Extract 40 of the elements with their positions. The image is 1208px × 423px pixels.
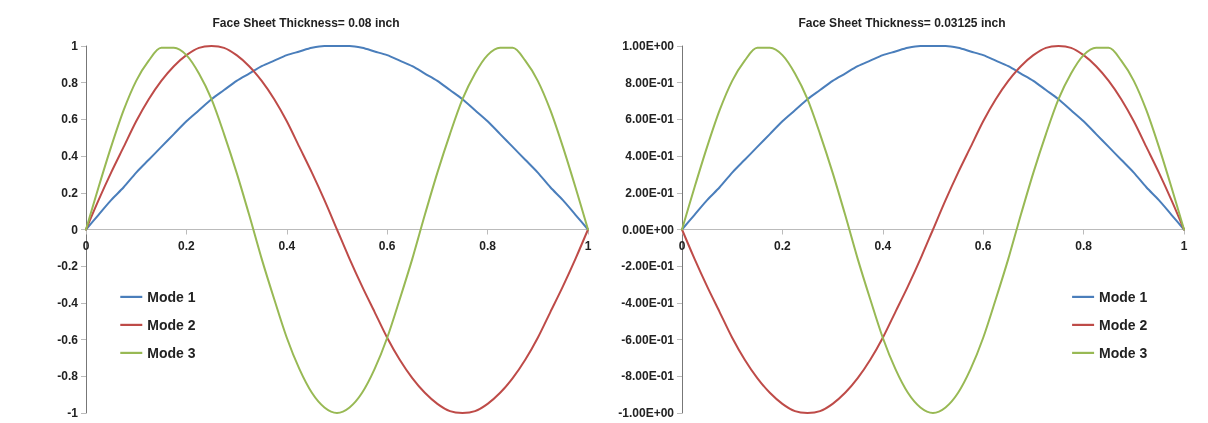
y-tick-label: 8.00E-01 — [625, 75, 675, 90]
x-tick-label: 0.4 — [874, 238, 892, 253]
y-tick-label: 0 — [71, 222, 79, 237]
x-tick-label: 0.2 — [178, 238, 196, 253]
chart-title: Face Sheet Thickness= 0.08 inch — [212, 16, 400, 30]
y-tick-label: -2.00E-01 — [621, 259, 675, 274]
legend-label: Mode 3 — [1099, 344, 1148, 361]
legend-label: Mode 2 — [1099, 316, 1148, 333]
y-tick-label: -0.8 — [57, 369, 79, 384]
chart-title: Face Sheet Thickness= 0.03125 inch — [798, 16, 1006, 30]
legend-label: Mode 3 — [147, 344, 196, 361]
x-tick-label: 0.4 — [278, 238, 296, 253]
x-tick-label: 0.2 — [774, 238, 792, 253]
y-tick-label: 1.00E+00 — [622, 39, 675, 53]
y-tick-label: 0.4 — [61, 149, 79, 164]
y-tick-label: 0.8 — [61, 75, 79, 90]
y-tick-label: 0.6 — [61, 112, 79, 127]
y-tick-label: 0.00E+00 — [622, 222, 675, 237]
y-tick-label: -8.00E-01 — [621, 369, 675, 384]
y-tick-label: -0.6 — [57, 332, 79, 347]
legend-label: Mode 1 — [1099, 288, 1148, 305]
x-tick-label: 1 — [584, 238, 592, 253]
y-tick-label: -6.00E-01 — [621, 332, 675, 347]
y-tick-label: -1 — [67, 406, 79, 420]
y-tick-label: 1 — [71, 39, 79, 53]
y-tick-label: 6.00E-01 — [625, 112, 675, 127]
y-tick-label: 0.2 — [61, 185, 79, 200]
y-tick-label: -0.4 — [57, 295, 79, 310]
legend-label: Mode 2 — [147, 316, 196, 333]
y-tick-label: -1.00E+00 — [618, 406, 675, 420]
x-tick-label: 0.6 — [378, 238, 396, 253]
y-tick-label: -0.2 — [57, 259, 79, 274]
legend-label: Mode 1 — [147, 288, 196, 305]
x-tick-label: 1 — [1180, 238, 1188, 253]
x-tick-label: 0.8 — [1075, 238, 1093, 253]
y-tick-label: 4.00E-01 — [625, 149, 675, 164]
y-tick-label: 2.00E-01 — [625, 185, 675, 200]
y-tick-label: -4.00E-01 — [621, 295, 675, 310]
x-tick-label: 0.6 — [974, 238, 992, 253]
x-tick-label: 0.8 — [479, 238, 497, 253]
